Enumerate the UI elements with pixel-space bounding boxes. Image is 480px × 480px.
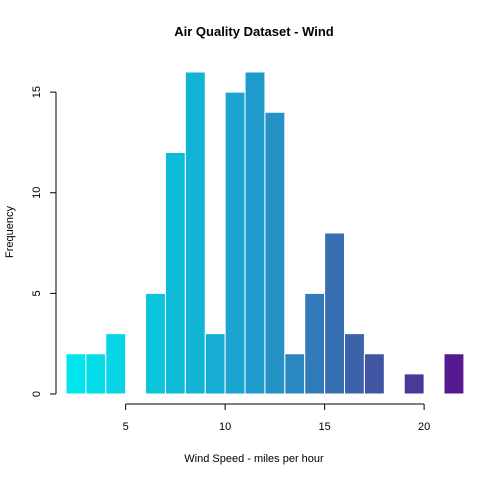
histogram-bar [363,353,385,395]
y-axis-label: Frequency [4,206,16,258]
x-ticks: 5 10 15 20 [123,404,430,433]
x-tick-label: 15 [319,421,331,433]
histogram-bar [324,232,346,395]
bars-group [65,71,465,395]
histogram-bar [284,353,306,395]
histogram-bar [184,71,206,395]
histogram-bar [65,353,87,395]
y-tick-label: 0 [31,391,43,397]
chart-title: Air Quality Dataset - Wind [174,24,334,39]
histogram-bar [403,373,425,395]
histogram-bar [264,111,286,395]
histogram-bar [164,152,186,395]
y-axis: 0 5 10 15 [31,86,57,397]
y-tick-label: 15 [31,86,43,98]
histogram-bar [105,333,127,395]
histogram-bar [344,333,365,395]
x-tick-label: 20 [418,421,430,433]
y-ticks: 0 5 10 15 [31,86,56,397]
histogram-bar [85,353,107,395]
x-axis: 5 10 15 20 [123,403,430,433]
x-axis-label: Wind Speed - miles per hour [184,453,324,465]
histogram-bar [224,91,246,395]
x-tick-label: 10 [219,421,231,433]
histogram-bar [145,292,166,395]
x-tick-label: 5 [123,421,129,433]
y-tick-label: 5 [31,290,43,296]
histogram-bar [443,353,465,395]
histogram-bar [304,292,326,395]
histogram-bar [204,333,226,395]
histogram-bar [244,71,266,395]
y-tick-label: 10 [31,187,43,199]
